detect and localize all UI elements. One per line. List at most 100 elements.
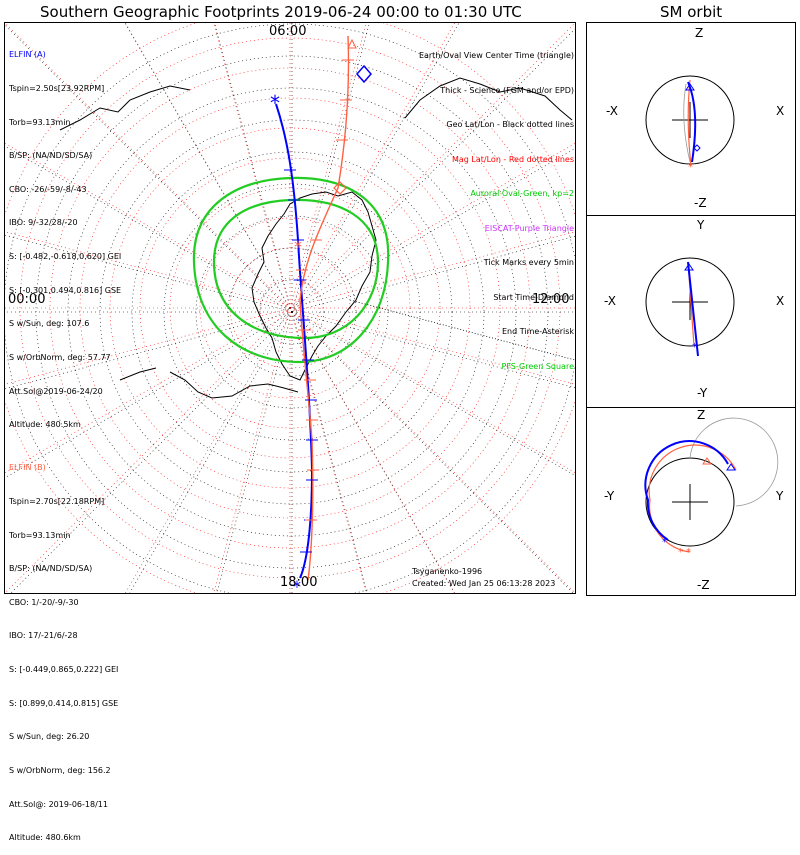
legend-item: Thick - Science (FGM and/or EPD) xyxy=(440,85,574,95)
legend-item: Tick Marks every 5min xyxy=(483,258,574,267)
triangle-marker xyxy=(685,83,695,91)
elfin-a-end-asterisk: * xyxy=(270,91,280,115)
time-label-right: 12:00 xyxy=(532,292,570,307)
elfin-b-line: S w/Sun, deg: 26.20 xyxy=(9,732,90,742)
earth-circle xyxy=(645,257,735,347)
legend-item: Start Time-Diamond xyxy=(493,292,574,302)
orbit-title: SM orbit xyxy=(660,3,723,21)
orbit-panels-drawing: * * * * * xyxy=(644,75,779,558)
elfin-a-line: S w/OrbNorm, deg: 57.77 xyxy=(9,352,111,362)
orbit-panel-3 xyxy=(586,407,796,596)
nz-coast xyxy=(119,367,157,381)
orbit-2-right-label: X xyxy=(776,294,785,308)
asterisk-marker-b2: * xyxy=(686,547,691,558)
elfin-b-line: Torb=93.13min xyxy=(9,530,71,540)
legend-item: Mag Lat/Lon - Red dotted lines xyxy=(451,154,574,164)
orbit-1-right-label: X xyxy=(776,104,785,118)
orbit-3-right-label: Y xyxy=(776,489,784,503)
mag-lat-circle xyxy=(139,157,441,459)
mag-lat-circle xyxy=(259,277,321,339)
elfin-a-line: IBO: 9/-32/28/-20 xyxy=(9,218,78,228)
africa-coast xyxy=(404,77,573,121)
legend-item: Auroral Oval-Green, kp=2 xyxy=(470,189,574,198)
asterisk-marker: * xyxy=(688,162,693,173)
orbit-3-top-label: Z xyxy=(697,408,706,422)
elfin-a-track xyxy=(275,103,314,579)
elfin-b-line: ELFIN (B) xyxy=(9,463,46,473)
orbit-panel-3-graphics: * * * xyxy=(644,417,779,558)
elfin-b-diamond xyxy=(333,181,347,195)
mag-lat-circle xyxy=(19,37,561,579)
elfin-b-triangle xyxy=(347,38,357,49)
orbit-gray-path xyxy=(683,83,691,163)
south-america-coast xyxy=(169,371,299,399)
elfin-b-line: S: [-0.449,0.865,0.222] GEI xyxy=(9,665,119,675)
time-label-bottom: 18:00 xyxy=(280,575,318,590)
orbit-1-bottom-label: -Z xyxy=(694,196,707,210)
auroral-oval-inner xyxy=(212,198,380,340)
auroral-ovals xyxy=(192,176,390,364)
orbit-panel-1-graphics: * xyxy=(645,75,735,173)
legend-item: Geo Lat/Lon - Black dotted lines xyxy=(446,120,574,129)
elfin-b-line: IBO: 17/-21/6/-28 xyxy=(9,631,78,641)
orbit-1-left-label: -X xyxy=(606,104,618,118)
elfin-b-line: S: [0.899,0.414,0.815] GSE xyxy=(9,698,119,708)
geo-lon-line xyxy=(291,311,368,593)
triangle-marker xyxy=(726,463,736,471)
mag-lon-line xyxy=(213,23,291,309)
mag-lat-circle xyxy=(79,97,501,519)
orbit-a-path xyxy=(687,261,699,357)
legend-item: PFS-Green Square xyxy=(501,361,574,371)
orbit-2-bottom-label: -Y xyxy=(697,386,708,400)
antarctica-coastline xyxy=(59,77,573,399)
orbit-2-left-label: -X xyxy=(604,294,616,308)
time-label-left: 00:00 xyxy=(8,292,46,307)
elfin-b-track xyxy=(299,35,350,581)
created-timestamp: Created: Wed Jan 25 06:13:28 2023 xyxy=(412,579,556,588)
elfin-b-line: Att.Sol@: 2019-06-18/11 xyxy=(9,799,108,809)
elfin-a-bottom-asterisk: * xyxy=(293,577,301,593)
orbit-3-bottom-label: -Z xyxy=(697,578,710,592)
orbit-gray-path xyxy=(689,417,779,507)
elfin-a-line: Att.Sol@2019-06-24/20 xyxy=(9,386,103,396)
australia-coast xyxy=(59,85,191,131)
asterisk-marker: * xyxy=(662,537,667,548)
elfin-b-asterisk: * xyxy=(294,237,302,256)
elfin-a-line: S: [-0.301,0.494,0.816] GSE xyxy=(9,285,122,295)
elfin-a-line: B/SP: (NA/ND/SD/SA) xyxy=(9,151,93,161)
mag-lat-circle xyxy=(199,217,381,399)
legend-item: End Time-Asterisk xyxy=(501,327,574,336)
elfin-a-line: S w/Sun, deg: 107.6 xyxy=(9,319,90,329)
elfin-a-line: Tspin=2.50s[23.92RPM] xyxy=(9,84,105,94)
geo-grid xyxy=(5,23,575,593)
triangle-marker-b xyxy=(702,457,712,465)
orbit-1-top-label: Z xyxy=(695,26,704,40)
auroral-oval-outer xyxy=(192,176,390,364)
antarctica-coast xyxy=(251,191,377,381)
elfin-a-start-diamond xyxy=(356,64,372,84)
legend-item: Earth/Oval View Center Time (triangle) xyxy=(418,51,574,60)
triangle-marker xyxy=(684,263,694,271)
model-credit: Tsyganenko-1996 xyxy=(412,567,483,576)
map-legend: Earth/Oval View Center Time (triangle) T… xyxy=(419,27,574,384)
elfin-b-line: S w/OrbNorm, deg: 156.2 xyxy=(9,765,111,775)
elfin-b-info: ELFIN (B) Tspin=2.70s[22.18RPM] Torb=93.… xyxy=(9,440,118,855)
mag-grid xyxy=(5,23,575,593)
orbit-a-path xyxy=(644,440,729,541)
elfin-a-line: Torb=93.13min xyxy=(9,117,71,127)
geo-lon-line xyxy=(214,23,293,313)
mag-lon-line xyxy=(213,307,291,593)
elfin-a-line: S: [-0.482,-0.618,0.620] GEI xyxy=(9,252,122,262)
earth-circle xyxy=(645,75,735,165)
diamond-marker xyxy=(693,144,701,152)
time-label-top: 06:00 xyxy=(269,24,307,39)
legend-item: EISCAT-Purple Triangle xyxy=(484,223,574,233)
main-title: Southern Geographic Footprints 2019-06-2… xyxy=(40,3,522,21)
satellite-tracks: * * * xyxy=(270,35,372,593)
orbit-2-top-label: Y xyxy=(697,218,705,232)
elfin-b-line: Altitude: 480.6km xyxy=(9,833,81,843)
orbit-a-path xyxy=(687,81,697,163)
orbit-3-left-label: -Y xyxy=(604,489,615,503)
asterisk-marker: * xyxy=(692,342,697,353)
elfin-b-line: Tspin=2.70s[22.18RPM] xyxy=(9,497,105,507)
